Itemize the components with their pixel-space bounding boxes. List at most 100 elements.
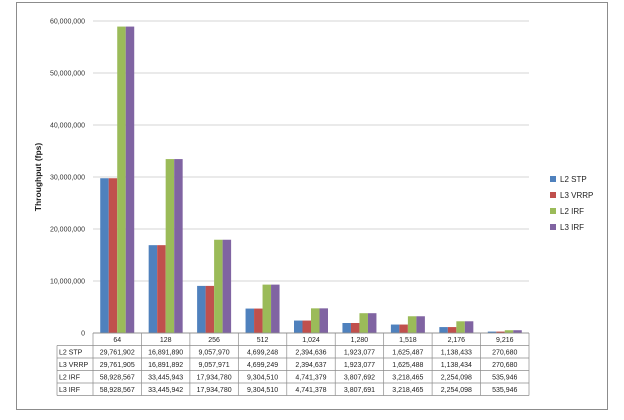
bar [350,323,360,333]
data-label: 2,394,636 [295,350,326,357]
x-tick-label: 1,518 [399,337,417,344]
x-tick-label: 64 [113,337,121,344]
data-label: 16,891,890 [148,350,183,357]
bar [367,313,377,333]
bar [100,178,109,333]
data-label: 1,923,077 [344,362,375,369]
y-tick-label: 50,000,000 [50,71,85,78]
bar [416,316,425,333]
bar [447,327,457,333]
data-label: 9,304,510 [247,375,278,382]
data-label: 9,057,970 [199,350,230,357]
data-label: 17,934,780 [197,387,232,394]
data-label: 33,445,943 [148,375,183,382]
data-label: 1,625,488 [392,362,423,369]
data-label: 29,761,902 [100,350,135,357]
legend-swatch [550,208,556,214]
bar [513,330,522,333]
data-label: 33,445,942 [148,387,183,394]
data-label: 535,946 [492,387,517,394]
y-tick-label: 0 [81,331,85,338]
table-row-label: L2 STP [59,350,83,357]
bar [504,330,514,333]
data-label: 1,923,077 [344,350,375,357]
data-label: 4,741,378 [295,387,326,394]
legend-swatch [550,176,556,182]
bar [205,285,215,333]
legend-label: L3 IRF [560,223,584,232]
data-label: 1,138,433 [441,350,472,357]
bar [390,324,400,333]
data-label: 2,394,637 [295,362,326,369]
data-label: 29,761,905 [100,362,135,369]
legend-swatch [550,224,556,230]
bar [319,308,328,333]
data-label: 17,934,780 [197,375,232,382]
data-label: 4,741,379 [295,375,326,382]
data-label: 4,699,249 [247,362,278,369]
bar [294,320,303,333]
legend-swatch [550,192,556,198]
legend-label: L2 IRF [560,207,584,216]
bar [456,321,465,333]
bar [464,321,474,333]
data-label: 3,218,465 [392,375,423,382]
bar [342,323,351,333]
bar [165,159,175,333]
bar [148,245,158,333]
bar [174,159,183,333]
data-label: 270,680 [492,362,517,369]
data-label: 535,946 [492,375,517,382]
data-label: 3,218,465 [392,387,423,394]
bar [157,245,166,333]
data-label: 58,928,567 [100,387,135,394]
y-tick-label: 20,000,000 [50,227,85,234]
table-row-label: L2 IRF [59,375,80,382]
x-tick-label: 1,024 [302,337,320,344]
data-label: 270,680 [492,350,517,357]
data-label: 58,928,567 [100,375,135,382]
legend-label: L2 STP [560,175,587,184]
y-tick-label: 30,000,000 [50,175,85,182]
bar [108,178,118,333]
table-row-label: L3 IRF [59,387,80,394]
bar [496,331,505,333]
bar [399,324,408,333]
data-label: 1,138,434 [441,362,472,369]
bar [262,284,272,333]
chart: 0 10,000,000 20,000,000 30,000,000 40,000,00… [33,19,593,396]
bar [302,320,311,333]
bar [245,308,255,333]
bar [359,313,368,333]
x-tick-label: 2,176 [448,337,466,344]
y-tick-label: 10,000,000 [50,279,85,286]
data-label: 4,699,248 [247,350,278,357]
data-label: 2,254,098 [441,375,472,382]
bar [222,239,232,333]
bar [407,316,417,333]
x-tick-label: 1,280 [351,337,369,344]
data-label: 2,254,098 [441,387,472,394]
bar [271,284,280,333]
bar [439,327,448,333]
x-tick-label: 256 [208,337,220,344]
y-axis-title: Throughput (fps) [33,143,43,212]
x-tick-label: 512 [257,337,269,344]
x-tick-label: 128 [160,337,172,344]
y-tick-label: 60,000,000 [50,19,85,26]
bar [125,26,135,334]
data-label: 9,304,510 [247,387,278,394]
y-tick-label: 40,000,000 [50,123,85,130]
bar [117,26,126,334]
bar [197,285,206,333]
bar [254,308,263,333]
legend-label: L3 VRRP [560,191,593,200]
bar [214,239,223,333]
table-row-label: L3 VRRP [59,362,89,369]
x-tick-label: 9,216 [496,337,514,344]
data-label: 9,057,971 [199,362,230,369]
data-label: 1,625,487 [392,350,423,357]
bar [311,308,320,333]
data-label: 16,891,892 [148,362,183,369]
chart-frame: 0 10,000,000 20,000,000 30,000,000 40,000,00… [16,2,608,410]
